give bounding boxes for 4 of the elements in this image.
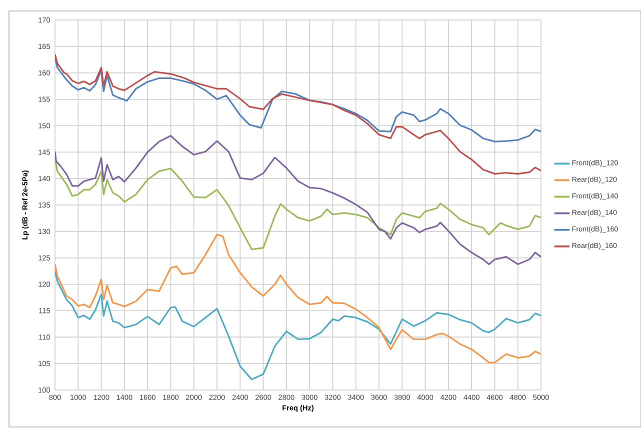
line-series — [55, 54, 542, 175]
line-series — [55, 270, 542, 380]
line-series — [55, 134, 542, 265]
line-series — [55, 234, 542, 364]
